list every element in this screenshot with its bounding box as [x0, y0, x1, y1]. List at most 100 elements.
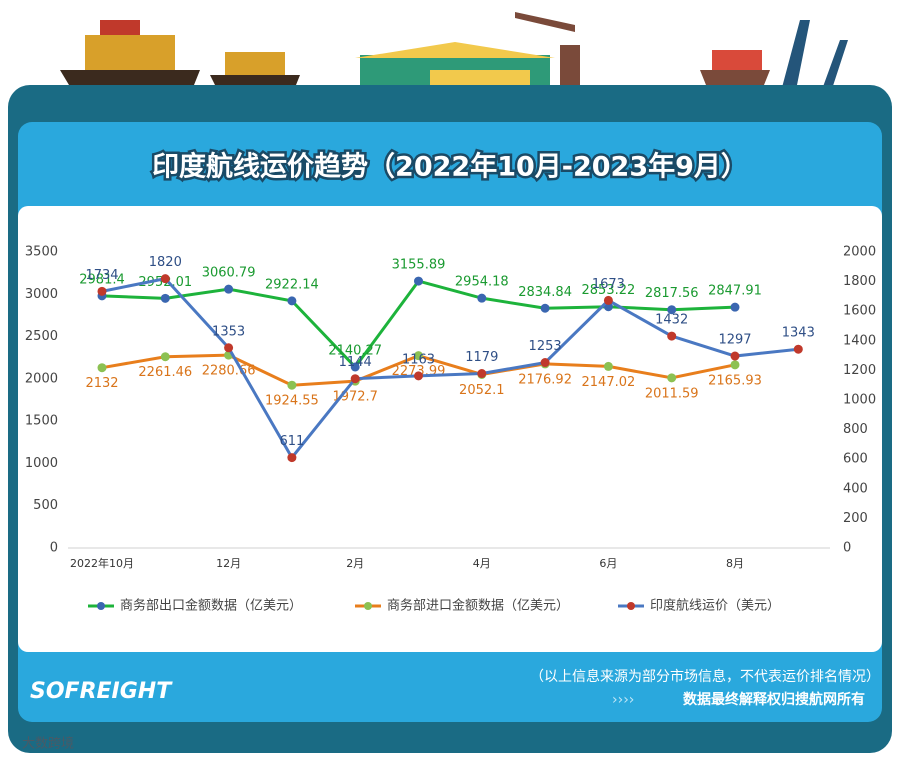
data-point — [730, 351, 740, 361]
data-point — [287, 380, 297, 390]
data-label: 2140.27 — [328, 343, 382, 358]
y-tick-label: 3500 — [25, 245, 58, 260]
y2-tick-label: 600 — [843, 452, 868, 467]
x-tick-label: 2022年10月 — [70, 556, 134, 570]
data-label: 2853.22 — [582, 283, 636, 298]
data-point — [160, 274, 170, 284]
x-tick-label: 12月 — [216, 557, 241, 570]
y2-tick-label: 0 — [843, 541, 851, 556]
data-label: 3060.79 — [202, 266, 256, 281]
x-tick-label: 8月 — [726, 557, 744, 570]
data-label: 3155.89 — [392, 258, 446, 273]
data-point — [730, 360, 740, 370]
y2-tick-label: 1400 — [843, 333, 876, 348]
data-point — [793, 344, 803, 354]
x-tick-label: 6月 — [599, 557, 617, 570]
y2-tick-label: 2000 — [843, 245, 876, 260]
data-point — [540, 358, 550, 368]
data-label: 2817.56 — [645, 286, 699, 301]
watermark: 大数跨境 — [22, 737, 74, 752]
data-label: 1144 — [339, 355, 372, 370]
data-label: 2922.14 — [265, 277, 319, 292]
data-label: 1353 — [212, 324, 245, 339]
y-tick-label: 500 — [33, 498, 58, 513]
y-tick-label: 2000 — [25, 371, 58, 386]
data-point — [287, 453, 297, 463]
data-point — [350, 362, 360, 372]
data-point — [540, 303, 550, 313]
data-label: 2132 — [85, 376, 118, 391]
data-point — [667, 373, 677, 383]
data-label: 1432 — [655, 313, 688, 328]
data-point — [97, 363, 107, 373]
data-label: 1253 — [529, 339, 562, 354]
legend-label: 商务部出口金额数据（亿美元） — [120, 598, 302, 614]
data-point — [224, 284, 234, 294]
y2-tick-label: 200 — [843, 511, 868, 526]
data-label: 2052.1 — [459, 383, 505, 398]
data-point — [414, 371, 423, 381]
data-point — [730, 302, 740, 312]
y-tick-label: 3000 — [25, 287, 58, 302]
data-label: 611 — [279, 434, 304, 449]
data-point — [224, 343, 234, 353]
arrows: ›››› — [612, 692, 634, 708]
data-point — [414, 276, 423, 286]
data-point — [97, 286, 107, 296]
data-point — [160, 352, 170, 362]
footer-rights: 数据最终解释权归搜航网所有 — [683, 691, 865, 708]
x-tick-label: 4月 — [473, 557, 491, 570]
y2-tick-label: 1800 — [843, 274, 876, 289]
legend-marker — [364, 602, 372, 610]
legend-label: 印度航线运价（美元） — [650, 598, 780, 614]
y-tick-label: 2500 — [25, 329, 58, 344]
plot-panel — [18, 206, 882, 652]
data-point — [603, 295, 613, 305]
data-label: 1163 — [402, 352, 435, 367]
data-label: 2011.59 — [645, 386, 699, 401]
data-label: 1297 — [718, 333, 751, 348]
chart-title: 印度航线运价趋势（2022年10月-2023年9月） — [152, 151, 748, 183]
y2-tick-label: 1600 — [843, 304, 876, 319]
y-tick-label: 1000 — [25, 456, 58, 471]
legend-marker — [627, 602, 635, 610]
data-label: 2165.93 — [708, 373, 762, 388]
data-label: 1673 — [592, 277, 625, 292]
series-line — [101, 277, 799, 461]
data-point — [477, 369, 487, 379]
footer-note: （以上信息来源为部分市场信息，不代表运价排名情况） — [530, 668, 880, 685]
logo: SOFREIGHT — [30, 679, 173, 704]
data-point — [350, 374, 360, 384]
y-tick-label: 1500 — [25, 414, 58, 429]
data-label: 1820 — [149, 255, 182, 270]
data-label: 2954.18 — [455, 275, 509, 290]
data-point — [477, 293, 487, 303]
data-label: 2176.92 — [518, 372, 572, 387]
data-label: 1343 — [782, 326, 815, 341]
data-point — [287, 296, 297, 306]
data-label: 2261.46 — [138, 365, 192, 380]
data-label: 2981.4 — [79, 272, 125, 287]
x-tick-label: 2月 — [346, 557, 364, 570]
legend-marker — [97, 602, 105, 610]
data-label: 2847.91 — [708, 284, 762, 299]
data-label: 1924.55 — [265, 394, 319, 409]
y2-tick-label: 1000 — [843, 393, 876, 408]
y-tick-label: 0 — [50, 541, 58, 556]
data-label: 1734 — [85, 268, 118, 283]
data-label: 1179 — [465, 350, 498, 365]
y2-tick-label: 1200 — [843, 363, 876, 378]
data-point — [160, 293, 170, 303]
data-point — [667, 305, 677, 315]
data-label: 2280.66 — [202, 364, 256, 379]
data-label: 2147.02 — [582, 375, 636, 390]
y2-tick-label: 400 — [843, 481, 868, 496]
data-point — [667, 331, 677, 341]
data-label: 2834.84 — [518, 285, 572, 300]
data-point — [603, 361, 613, 371]
legend-label: 商务部进口金额数据（亿美元） — [387, 598, 569, 614]
data-point — [414, 351, 423, 361]
y2-tick-label: 800 — [843, 422, 868, 437]
